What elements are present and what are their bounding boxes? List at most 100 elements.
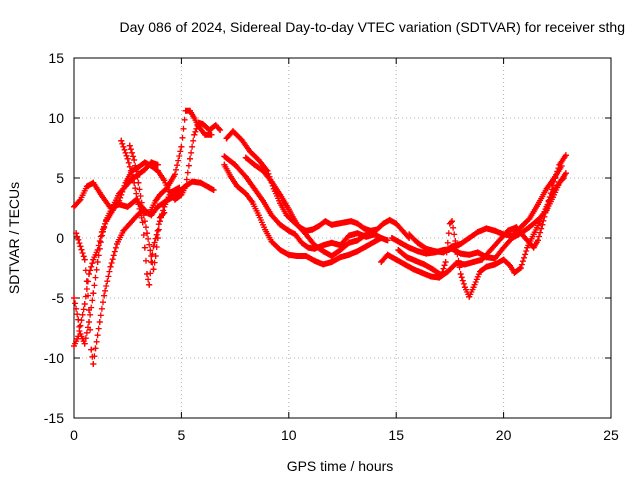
data-point xyxy=(109,203,116,210)
data-point xyxy=(406,244,413,251)
data-point xyxy=(509,232,516,239)
data-point xyxy=(124,155,131,162)
data-point xyxy=(474,249,481,256)
data-point xyxy=(360,225,367,232)
x-axis-label: GPS time / hours xyxy=(287,458,394,474)
data-point xyxy=(101,292,108,299)
data-point xyxy=(517,224,524,231)
data-point xyxy=(81,256,88,263)
data-point xyxy=(335,220,342,227)
data-point xyxy=(311,242,318,249)
data-point xyxy=(113,241,120,247)
data-point xyxy=(320,242,327,249)
data-point xyxy=(146,281,153,288)
data-point xyxy=(135,164,142,171)
data-point xyxy=(81,301,88,307)
data-point xyxy=(251,161,258,168)
data-point xyxy=(492,255,499,262)
data-point xyxy=(75,316,82,323)
data-point xyxy=(552,173,559,180)
data-point xyxy=(154,161,161,168)
data-point xyxy=(277,200,284,207)
data-point xyxy=(348,218,355,225)
data-point xyxy=(71,295,77,301)
data-point xyxy=(492,261,499,268)
data-point xyxy=(341,219,348,226)
data-point xyxy=(152,197,159,204)
data-point xyxy=(83,183,90,190)
data-point xyxy=(414,248,421,255)
data-point xyxy=(328,253,335,259)
data-point xyxy=(260,197,267,204)
data-point xyxy=(470,284,477,291)
data-point xyxy=(242,154,249,161)
data-point xyxy=(524,244,531,251)
data-point xyxy=(550,189,557,196)
data-point xyxy=(94,259,101,265)
data-point xyxy=(92,345,99,352)
data-point xyxy=(154,235,161,241)
data-point xyxy=(268,178,275,185)
data-point xyxy=(98,232,105,239)
y-tick-label: -15 xyxy=(44,410,64,426)
data-point xyxy=(277,247,284,253)
data-point xyxy=(302,253,309,259)
data-point xyxy=(217,127,224,133)
data-point xyxy=(90,290,97,297)
data-point xyxy=(178,143,185,150)
data-point xyxy=(242,190,249,197)
data-point xyxy=(96,319,103,325)
data-point xyxy=(90,179,97,186)
data-point xyxy=(210,187,217,193)
data-point xyxy=(427,273,434,280)
y-tick-label: -5 xyxy=(52,290,65,306)
data-point xyxy=(277,191,284,198)
data-point xyxy=(146,211,153,217)
data-point xyxy=(176,184,183,191)
data-point xyxy=(232,161,239,168)
data-point xyxy=(260,167,267,174)
data-point xyxy=(431,248,438,255)
data-point xyxy=(148,159,155,166)
data-point xyxy=(229,128,236,135)
data-point xyxy=(534,201,541,208)
data-point xyxy=(410,266,417,273)
data-point xyxy=(221,161,228,168)
data-point xyxy=(212,122,219,129)
data-point xyxy=(305,244,312,251)
data-point xyxy=(262,226,269,233)
data-point xyxy=(150,266,157,273)
data-point xyxy=(384,237,391,244)
data-point xyxy=(363,231,370,238)
y-tick-label: -10 xyxy=(44,350,64,366)
data-point xyxy=(530,244,537,251)
data-point xyxy=(186,155,193,162)
data-point xyxy=(139,206,146,213)
data-point xyxy=(292,231,299,238)
data-point xyxy=(522,235,529,241)
data-point xyxy=(418,269,425,276)
data-point xyxy=(393,220,400,227)
data-point xyxy=(562,152,569,159)
data-point xyxy=(466,235,473,241)
data-point xyxy=(380,220,387,227)
data-point xyxy=(88,346,95,353)
data-point xyxy=(144,230,151,237)
data-point xyxy=(406,231,413,238)
data-point xyxy=(238,136,245,143)
data-point xyxy=(412,257,419,264)
data-point xyxy=(337,247,344,253)
data-point xyxy=(320,261,327,268)
data-point xyxy=(311,257,318,264)
data-point xyxy=(223,135,230,142)
x-tick-labels: 0 5 10 15 20 25 xyxy=(70,427,619,443)
data-point xyxy=(526,215,533,222)
data-point xyxy=(277,221,284,228)
data-point xyxy=(345,251,352,258)
data-point xyxy=(378,235,385,241)
axis-ticks xyxy=(73,57,612,419)
data-point xyxy=(397,239,404,246)
data-point xyxy=(328,239,335,246)
data-point xyxy=(86,271,93,277)
